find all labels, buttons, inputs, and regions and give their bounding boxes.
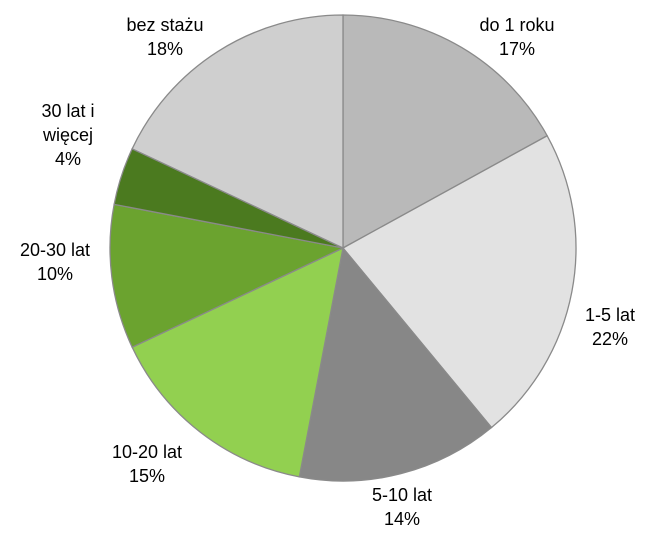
slice-label-line: bez stażu (126, 15, 203, 35)
slice-label-line: 10-20 lat (112, 442, 182, 462)
slice-label: 30 lat i więcej (41, 101, 94, 145)
slice-label-line: 20-30 lat (20, 240, 90, 260)
slice-label: do 1 roku (479, 15, 554, 35)
slice-value-label: 22% (592, 329, 628, 349)
pie-slice (131, 14, 344, 250)
slice-value-label: 17% (499, 39, 535, 59)
pie-slice (109, 203, 346, 349)
pie-slice (341, 134, 577, 429)
slice-value-label: 4% (55, 149, 81, 169)
slice-label-line: 5-10 lat (372, 485, 432, 505)
slice-value-label: 18% (147, 39, 183, 59)
slice-value-label: 14% (384, 509, 420, 529)
pie-slice (131, 246, 344, 478)
slice-label: 10-20 lat (112, 442, 182, 462)
slice-label: 20-30 lat (20, 240, 90, 260)
slice-label-line: 30 lat i (41, 101, 94, 121)
slice-value-label: 10% (37, 264, 73, 284)
slice-label: 5-10 lat (372, 485, 432, 505)
pie-slice (342, 14, 549, 250)
slice-label: 1-5 lat (585, 305, 635, 325)
slice-label-line: 1-5 lat (585, 305, 635, 325)
slice-value-label: 15% (129, 466, 165, 486)
slice-label: bez stażu (126, 15, 203, 35)
pie-slice (298, 246, 493, 482)
slice-label-line: do 1 roku (479, 15, 554, 35)
slice-label-line: więcej (42, 125, 93, 145)
